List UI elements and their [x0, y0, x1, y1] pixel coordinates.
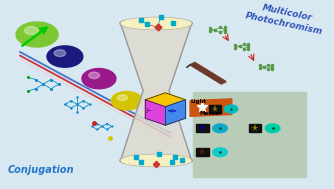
Ellipse shape	[121, 18, 191, 29]
Circle shape	[82, 69, 116, 89]
Polygon shape	[190, 99, 232, 116]
Circle shape	[213, 148, 227, 156]
Ellipse shape	[120, 17, 192, 29]
Text: J∼: J∼	[147, 108, 152, 113]
Text: Multicolor: Multicolor	[261, 3, 313, 23]
Text: Conjugation: Conjugation	[8, 165, 74, 175]
Polygon shape	[145, 93, 185, 107]
Circle shape	[118, 95, 127, 101]
Bar	[196, 124, 209, 132]
Polygon shape	[145, 100, 165, 125]
Polygon shape	[165, 100, 185, 125]
Ellipse shape	[121, 155, 191, 166]
Text: Light: Light	[191, 99, 207, 105]
Polygon shape	[121, 23, 192, 91]
Polygon shape	[121, 91, 192, 160]
Circle shape	[213, 124, 227, 133]
Circle shape	[265, 124, 280, 133]
Text: Photochromism: Photochromism	[244, 11, 323, 36]
Bar	[209, 105, 221, 112]
Circle shape	[224, 105, 238, 113]
Circle shape	[89, 72, 100, 79]
Circle shape	[111, 91, 142, 110]
Bar	[193, 92, 306, 177]
Polygon shape	[190, 62, 226, 84]
Circle shape	[16, 22, 58, 47]
Text: Masker: Masker	[199, 112, 222, 116]
Bar	[196, 148, 209, 156]
Ellipse shape	[120, 155, 192, 167]
Circle shape	[47, 46, 83, 67]
Bar	[248, 124, 262, 132]
Circle shape	[54, 50, 65, 57]
Circle shape	[24, 26, 38, 35]
Polygon shape	[191, 63, 226, 84]
